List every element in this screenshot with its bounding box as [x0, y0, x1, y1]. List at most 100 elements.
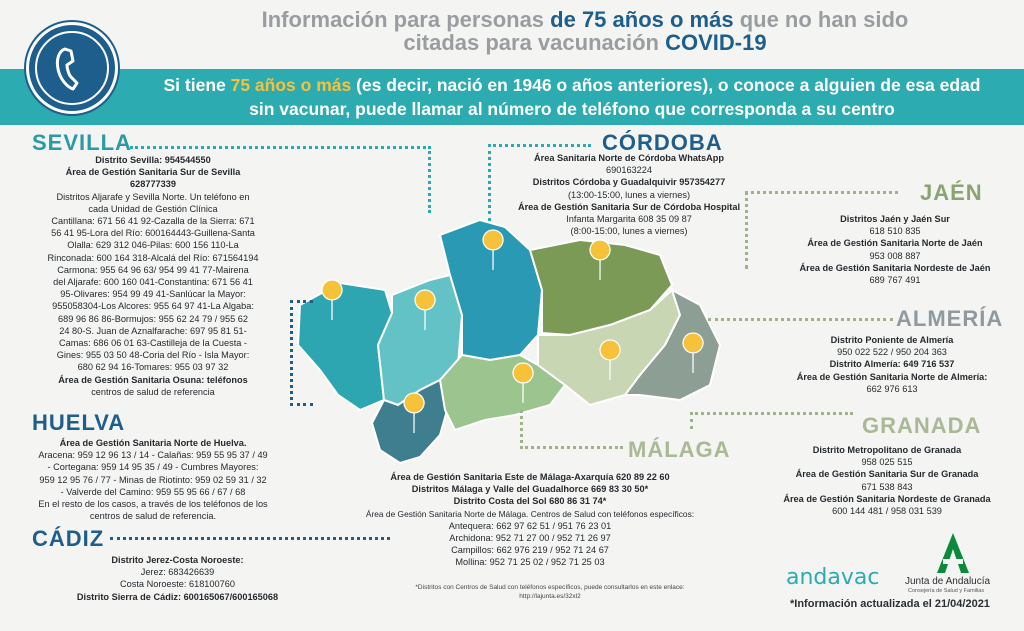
- info-line: Área de Gestión Sanitaria Norte de Huelv…: [59, 438, 247, 448]
- andalucia-map: [296, 218, 722, 465]
- info-line: Área de Gestión Sanitaria Sur de Sevilla: [65, 167, 241, 178]
- info-line: Área de Gestión Sanitaria Nordeste de Ja…: [799, 262, 991, 273]
- region-info-almeria: Distrito Poniente de Almería 950 022 522…: [782, 334, 1002, 395]
- info-line: Antequera: 662 97 62 51 / 951 76 23 01: [448, 520, 612, 531]
- region-info-malaga: Área de Gestión Sanitaria Este de Málaga…: [310, 471, 750, 569]
- info-line: Distrito Almería: 649 716 537: [829, 359, 955, 370]
- info-line: Jerez: 683426639: [140, 567, 215, 578]
- info-line: 600 144 481 / 958 031 539: [832, 506, 942, 517]
- junta-subtitle: Consejería de Salud y Familias: [908, 588, 985, 594]
- phone-icon: [35, 31, 109, 105]
- info-line: centros de salud de referencia.: [89, 511, 217, 522]
- info-line: 689 96 86 86-Bormujos: 955 62 24 79 / 95…: [57, 313, 249, 324]
- info-line: Distritos Málaga y Valle del Guadalhorce…: [411, 484, 649, 495]
- info-line: Gines: 955 03 50 48-Coria del Río - Isla…: [56, 350, 250, 361]
- info-line: Área de Gestión Sanitaria Osuna: teléfon…: [58, 374, 248, 385]
- info-line: 56 41 95-Lora del Río: 600164443-Guillen…: [51, 228, 255, 239]
- info-line: Carmona: 955 64 96 63/ 954 99 41 77-Mair…: [57, 264, 249, 275]
- info-line: Distrito Costa del Sol 680 86 31 74*: [453, 496, 607, 507]
- info-line: 955058304-Los Alcores: 955 64 97 41-La A…: [52, 301, 254, 312]
- info-line: 24 80-S. Juan de Aznalfarache: 697 95 81…: [59, 325, 247, 336]
- info-line: Área de Gestión Sanitaria Norte de Almer…: [796, 371, 988, 382]
- region-title-huelva: HUELVA: [32, 410, 126, 435]
- info-line: Aracena: 959 12 96 13 / 14 - Calañas: 95…: [38, 450, 268, 461]
- info-line: Archidona: 952 71 27 00 / 952 71 26 97: [449, 533, 611, 544]
- info-line: Distritos Córdoba y Guadalquivir 9573542…: [532, 177, 726, 188]
- info-line: Camas: 686 06 01 63-Castilleja de la Cue…: [59, 338, 247, 349]
- region-info-granada: Distrito Metropolitano de Granada 958 02…: [762, 444, 1012, 517]
- info-line: 959 12 95 76 / 77 - Minas de Riotinto: 9…: [39, 474, 267, 485]
- info-line: (13:00-15:00, lunes a viernes): [567, 189, 691, 200]
- info-line: (8:00-15:00, lunes a viernes): [570, 226, 688, 237]
- region-title-granada: GRANADA: [862, 413, 982, 438]
- connector-line: [110, 537, 390, 540]
- info-line: cada Unidad de Gestión Clínica: [88, 203, 218, 214]
- info-line: Distrito Poniente de Almería: [830, 335, 954, 345]
- info-line: del Aljarafe: 600 160 041-Constantina: 6…: [53, 277, 253, 288]
- banner-highlight: 75 años o más: [230, 75, 352, 95]
- info-line: 953 008 887: [869, 250, 921, 261]
- andavac-logo: andavac: [786, 565, 880, 590]
- info-line: 680 62 94 16-Tomares: 955 03 97 32: [77, 362, 229, 373]
- region-title-cadiz: CÁDIZ: [32, 526, 105, 551]
- info-line: Distritos Aljarafe y Sevilla Norte. Un t…: [56, 191, 250, 202]
- map-region-malaga: [438, 353, 567, 432]
- info-line: Campillos: 662 976 219 / 952 71 24 67: [451, 545, 609, 556]
- info-line: 671 538 843: [861, 481, 913, 492]
- junta-logo-icon: [937, 533, 969, 573]
- region-title-malaga: MÁLAGA: [628, 437, 731, 462]
- footnote: *Distritos con Centros de Salud con telé…: [330, 583, 770, 601]
- region-info-jaen: Distritos Jaén y Jaén Sur 618 510 835 Ár…: [770, 213, 1020, 286]
- info-line: Área de Gestión Sanitaria Norte de Jaén: [807, 238, 983, 249]
- region-info-sevilla: Distrito Sevilla: 954544550 Área de Gest…: [14, 154, 292, 398]
- map-region-almeria: [623, 287, 722, 402]
- info-line: 628777339: [130, 179, 176, 190]
- info-line: 618 510 835: [869, 226, 921, 237]
- region-title-almeria: ALMERÍA: [896, 306, 1004, 331]
- phone-logo: [26, 22, 118, 114]
- info-line: 950 022 522 / 950 204 363: [837, 347, 947, 358]
- banner-text: (es decir, nació en 1946 o años anterior…: [351, 75, 981, 95]
- map-region-cordoba: [438, 218, 544, 362]
- info-line: 958 025 515: [861, 457, 913, 468]
- footnote-text: *Distritos con Centros de Salud con telé…: [415, 584, 685, 591]
- region-title-cordoba: CÓRDOBA: [602, 130, 723, 155]
- title-part: Información para personas: [261, 7, 551, 32]
- info-line: Distrito Metropolitano de Granada: [812, 445, 962, 455]
- banner-text: sin vacunar, puede llamar al número de t…: [249, 99, 895, 119]
- info-line: Infanta Margarita 608 35 09 87: [566, 214, 692, 225]
- info-line: 690163224: [606, 165, 652, 176]
- title-highlight: de 75 años o más: [550, 7, 734, 32]
- connector-line: [130, 146, 431, 213]
- info-line: Rinconada: 600 164 318-Alcalá del Río: 6…: [47, 252, 259, 263]
- info-line: 689 767 491: [869, 275, 921, 286]
- info-line: Cantillana: 671 56 41 92-Cazalla de la S…: [51, 216, 255, 227]
- footnote-link[interactable]: http://lajunta.es/32xl2: [519, 593, 581, 600]
- connector-line: [708, 318, 893, 321]
- connector-line: [690, 412, 853, 429]
- info-line: Área de Gestión Sanitaria Sur de Córdoba…: [517, 201, 741, 212]
- region-title-jaen: JAÉN: [920, 180, 983, 205]
- connector-line: [745, 191, 898, 269]
- region-title-sevilla: SEVILLA: [32, 130, 132, 155]
- info-line: Área de Gestión Sanitaria Sur de Granada: [795, 469, 979, 480]
- region-info-cordoba: Área Sanitaria Norte de Córdoba WhatsApp…: [484, 152, 774, 237]
- region-info-huelva: Área de Gestión Sanitaria Norte de Huelv…: [8, 437, 298, 522]
- info-line: Distritos Jaén y Jaén Sur: [840, 214, 950, 224]
- title-highlight: COVID-19: [665, 30, 767, 55]
- junta-name: Junta de Andalucía: [905, 576, 991, 587]
- info-line: Olalla: 629 312 046-Pilas: 600 156 110-L…: [67, 240, 239, 251]
- title-part: que no han sido: [733, 7, 909, 32]
- info-line: Área de Gestión Sanitaria Este de Málaga…: [390, 472, 670, 482]
- title-part: citadas para vacunación: [403, 30, 666, 55]
- connector-line: [488, 144, 591, 221]
- info-line: Distrito Sevilla: 954544550: [95, 155, 211, 165]
- info-line: Área de Gestión Sanitaria Nordeste de Gr…: [783, 493, 991, 504]
- info-line: Distrito Jerez-Costa Noroeste:: [111, 555, 244, 565]
- connector-line: [520, 410, 623, 449]
- region-info-cadiz: Distrito Jerez-Costa Noroeste: Jerez: 68…: [30, 554, 325, 603]
- info-banner: Si tiene 75 años o más (es decir, nació …: [0, 69, 1024, 125]
- info-line: - Cortegana: 959 14 95 35 / 49 - Cumbres…: [47, 462, 259, 473]
- info-line: Mollina: 952 71 25 02 / 952 71 25 03: [455, 557, 605, 568]
- info-line: 662 976 613: [866, 383, 918, 394]
